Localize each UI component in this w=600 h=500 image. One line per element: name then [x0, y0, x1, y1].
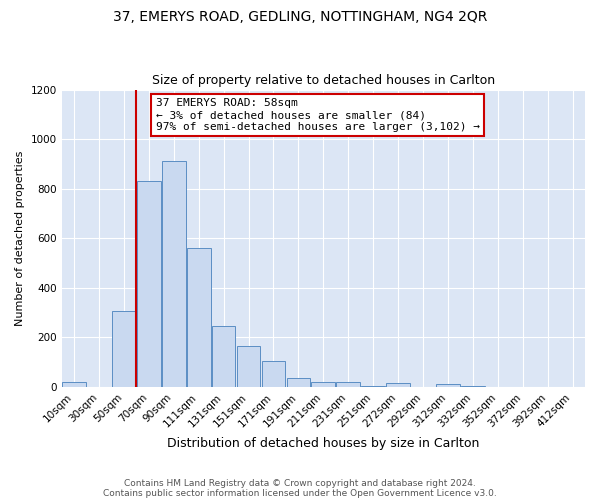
Bar [137, 182, 161, 387]
Bar [237, 346, 260, 387]
Bar [361, 386, 385, 387]
Text: 37, EMERYS ROAD, GEDLING, NOTTINGHAM, NG4 2QR: 37, EMERYS ROAD, GEDLING, NOTTINGHAM, NG… [113, 10, 487, 24]
Bar [262, 362, 286, 387]
Bar [112, 312, 136, 387]
Bar [287, 378, 310, 387]
Bar [311, 382, 335, 387]
Bar [337, 382, 360, 387]
Y-axis label: Number of detached properties: Number of detached properties [15, 150, 25, 326]
Bar [187, 248, 211, 387]
X-axis label: Distribution of detached houses by size in Carlton: Distribution of detached houses by size … [167, 437, 479, 450]
Text: Contains HM Land Registry data © Crown copyright and database right 2024.: Contains HM Land Registry data © Crown c… [124, 478, 476, 488]
Bar [212, 326, 235, 387]
Text: Contains public sector information licensed under the Open Government Licence v3: Contains public sector information licen… [103, 488, 497, 498]
Text: 37 EMERYS ROAD: 58sqm
← 3% of detached houses are smaller (84)
97% of semi-detac: 37 EMERYS ROAD: 58sqm ← 3% of detached h… [156, 98, 480, 132]
Bar [162, 162, 185, 387]
Bar [461, 386, 485, 387]
Bar [436, 384, 460, 387]
Bar [386, 383, 410, 387]
Title: Size of property relative to detached houses in Carlton: Size of property relative to detached ho… [152, 74, 495, 87]
Bar [62, 382, 86, 387]
